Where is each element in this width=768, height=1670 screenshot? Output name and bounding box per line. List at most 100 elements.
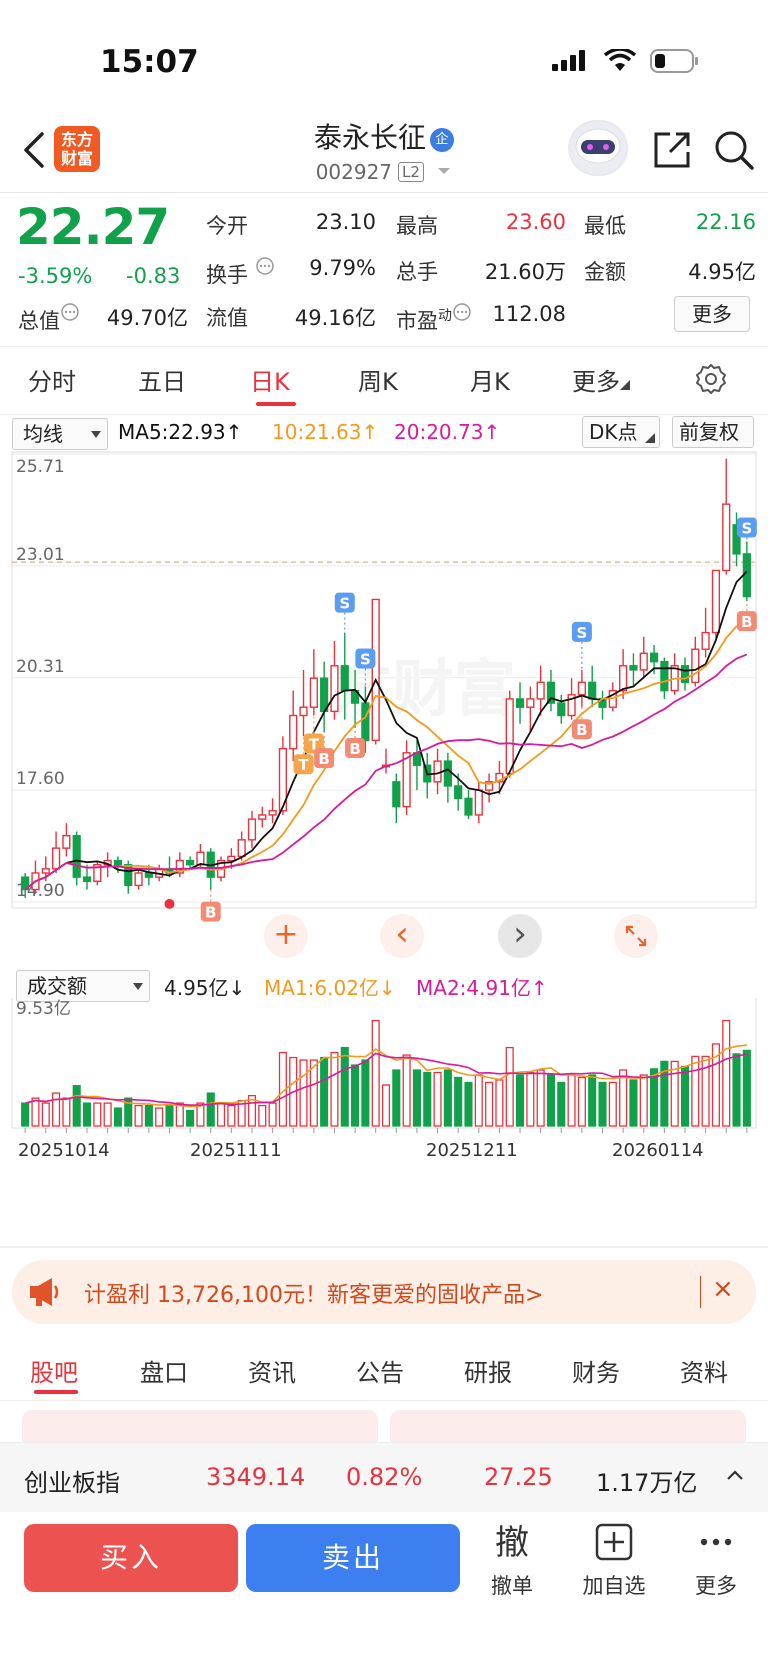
add-watchlist-button[interactable]: 加自选 (574, 1522, 654, 1600)
signal-marker-label: B (349, 740, 360, 758)
tab-five-day[interactable]: 五日 (138, 368, 186, 396)
volume-bar (31, 1097, 40, 1127)
pe-label[interactable]: 市盈动 (396, 302, 472, 335)
turnover-label[interactable]: 换手 (206, 256, 275, 289)
tab-monthly-k[interactable]: 月K (470, 368, 510, 396)
volume-bar (557, 1081, 566, 1127)
indicator-select[interactable]: 均线 (12, 418, 108, 450)
tab-guba[interactable]: 股吧 (30, 1359, 78, 1387)
volume-bar (660, 1060, 669, 1127)
more-actions-button[interactable]: 更多 (676, 1522, 756, 1600)
more-quote-button[interactable]: 更多 (674, 296, 750, 332)
tabs-divider (0, 414, 768, 415)
volume-bar (619, 1069, 628, 1127)
volume-value-label: 4.95亿↓ (164, 976, 246, 1000)
pe-sup: 动 (438, 308, 452, 324)
volume-bar (52, 1092, 61, 1127)
kline-plot-frame (11, 451, 757, 909)
tab-announcements[interactable]: 公告 (356, 1359, 404, 1387)
stock-subtitle[interactable]: 002927 L2 (0, 160, 768, 184)
tab-more[interactable]: 更多 (572, 362, 630, 397)
dk-point-select[interactable]: DK点 (582, 416, 660, 448)
search-icon[interactable] (712, 128, 756, 172)
logo-line1: 东方 (60, 130, 93, 149)
chart-prev-button[interactable]: ‹ (380, 914, 424, 958)
candle-body (484, 781, 494, 791)
signal-icon (552, 50, 585, 71)
megaphone-icon (30, 1278, 59, 1306)
fullscreen-button[interactable] (614, 914, 658, 958)
tab-research[interactable]: 研报 (464, 1359, 512, 1387)
candle-body (51, 847, 61, 870)
buy-button[interactable]: 买入 (24, 1524, 238, 1592)
index-ticker-bar[interactable] (0, 1442, 768, 1512)
tab-weekly-k[interactable]: 周K (358, 368, 398, 396)
tab-pankou[interactable]: 盘口 (140, 1359, 188, 1387)
info-icon (255, 257, 274, 275)
volume-bar (412, 1069, 421, 1127)
signal-marker-badge (736, 611, 757, 632)
candle-body (320, 677, 329, 713)
chevron-right-icon: › (513, 914, 527, 954)
volume-bar (155, 1107, 164, 1127)
amount-value: 4.95亿 (688, 260, 756, 284)
tab-news[interactable]: 资讯 (248, 1359, 296, 1387)
cancel-order-button[interactable]: 撤 撤单 (472, 1522, 552, 1600)
volume-bar (639, 1074, 648, 1127)
pe-value: 112.08 (492, 302, 566, 326)
signal-marker-label: B (318, 750, 329, 768)
mktcap-label[interactable]: 总值 (18, 302, 80, 335)
open-value: 23.10 (315, 210, 376, 234)
signal-marker-label: S (360, 650, 371, 668)
volume-bar (309, 1059, 318, 1127)
header-divider (0, 192, 768, 193)
promo-text: 计盈利 13,726,100元！新客更爱的固收产品> (84, 1283, 544, 1308)
tab-intraday[interactable]: 分时 (28, 368, 76, 396)
plus-square-icon (595, 1523, 633, 1561)
promo-banner[interactable] (12, 1260, 756, 1324)
volume-chart[interactable]: 9.53亿 20251014 20251111 20251211 20260114 (0, 998, 768, 1230)
signal-marker-label: B (741, 613, 752, 631)
sell-button[interactable]: 卖出 (246, 1524, 460, 1592)
candle-body (299, 706, 308, 717)
volume-bar (299, 1059, 308, 1127)
share-icon[interactable] (650, 128, 694, 172)
stock-code: 002927 (315, 160, 393, 184)
volume-bar (21, 1102, 30, 1127)
volume-indicator-select[interactable]: 成交额 (16, 970, 150, 1002)
info-icon (453, 303, 471, 321)
signal-marker-badge (355, 648, 376, 669)
tab-more-label: 更多 (572, 368, 620, 396)
tab-finance[interactable]: 财务 (572, 1359, 620, 1387)
select-caret-icon (91, 431, 101, 438)
volume-bar (196, 1102, 205, 1127)
candle-body (742, 553, 751, 598)
kline-y-tick-label: 23.01 (16, 545, 65, 565)
tab-profile[interactable]: 资料 (680, 1359, 728, 1387)
chart-next-button[interactable]: › (498, 914, 542, 958)
back-arrow-icon[interactable] (14, 128, 54, 172)
add-drawing-button[interactable]: + (264, 914, 308, 958)
enterprise-badge: 企 (430, 128, 454, 152)
kline-y-tick-label: 20.31 (16, 657, 65, 677)
logo-line2: 财富 (60, 149, 93, 168)
signal-marker-badge (571, 621, 592, 642)
candle-body (227, 855, 236, 862)
volume-bar (577, 1076, 586, 1127)
quote-divider (0, 346, 768, 347)
volume-bar (598, 1081, 607, 1127)
volume-bar (175, 1102, 184, 1127)
volume-bar (711, 1043, 720, 1127)
gear-icon[interactable] (694, 362, 728, 396)
tab-daily-k[interactable]: 日K (250, 368, 290, 396)
assistant-robot-icon[interactable] (568, 120, 628, 176)
index-change: 27.25 (484, 1463, 553, 1491)
volume-bar (165, 1104, 174, 1127)
adjust-select[interactable]: 前复权 (672, 416, 754, 448)
volume-plot-frame (11, 998, 757, 1129)
signal-marker-badge (736, 517, 757, 538)
candle-body (309, 677, 318, 708)
promo-close-icon[interactable]: × (712, 1274, 734, 1304)
chevron-up-icon[interactable] (726, 1468, 744, 1482)
